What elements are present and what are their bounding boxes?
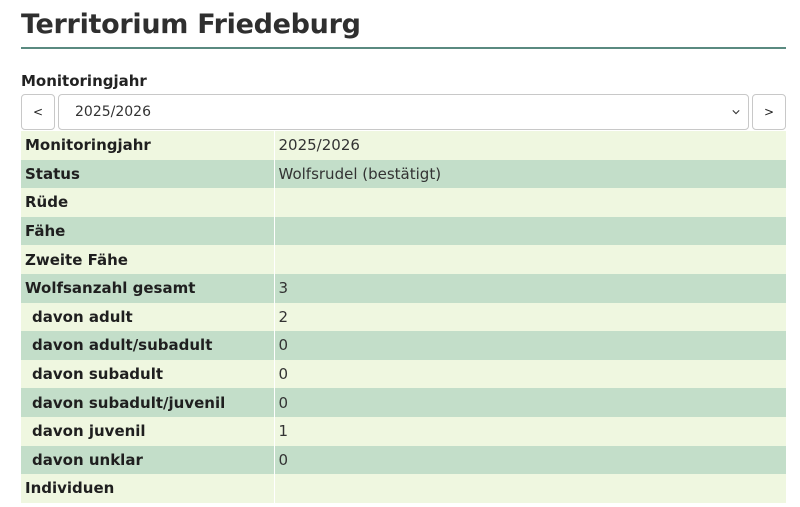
row-key: davon adult: [21, 302, 275, 332]
row-value: 0: [274, 445, 786, 475]
chevron-down-icon: [732, 110, 740, 115]
row-value: [274, 216, 786, 246]
row-key: davon subadult: [21, 359, 275, 389]
row-key: Wolfsanzahl gesamt: [21, 273, 275, 303]
row-value: [274, 188, 786, 217]
table-row: davon adult 2: [21, 302, 786, 332]
table-row: Status Wolfsrudel (bestätigt): [21, 159, 786, 189]
row-value: [274, 245, 786, 274]
table-row: davon juvenil 1: [21, 416, 786, 446]
table-row: davon subadult/juvenil 0: [21, 388, 786, 417]
row-key: Individuen: [21, 474, 275, 503]
previous-year-button[interactable]: <: [21, 94, 55, 130]
title-divider: [21, 47, 786, 49]
row-key: Status: [21, 159, 275, 189]
table-row: davon subadult 0: [21, 359, 786, 389]
row-key: davon juvenil: [21, 416, 275, 446]
row-key: Monitoringjahr: [21, 131, 275, 160]
row-key: davon subadult/juvenil: [21, 388, 275, 417]
row-key: Zweite Fähe: [21, 245, 275, 274]
table-row: Zweite Fähe: [21, 245, 786, 274]
year-navigation: < 2025/2026 >: [21, 94, 786, 130]
page-title: Territorium Friedeburg: [21, 9, 361, 40]
row-value: 3: [274, 273, 786, 303]
next-year-button[interactable]: >: [752, 94, 786, 130]
table-row: Rüde: [21, 188, 786, 217]
row-value: 2: [274, 302, 786, 332]
table-row: Wolfsanzahl gesamt 3: [21, 273, 786, 303]
row-value: [274, 474, 786, 503]
row-value: 0: [274, 331, 786, 360]
row-value: 0: [274, 359, 786, 389]
row-key: davon unklar: [21, 445, 275, 475]
year-select-value: 2025/2026: [75, 104, 151, 120]
table-row: Individuen: [21, 474, 786, 503]
territory-data-table: Monitoringjahr 2025/2026 Status Wolfsrud…: [21, 131, 786, 503]
row-key: Rüde: [21, 188, 275, 217]
year-select[interactable]: 2025/2026: [58, 94, 749, 130]
row-key: davon adult/subadult: [21, 331, 275, 360]
row-value: 1: [274, 416, 786, 446]
table-row: Monitoringjahr 2025/2026: [21, 131, 786, 160]
table-row: davon adult/subadult 0: [21, 331, 786, 360]
monitoring-year-label: Monitoringjahr: [21, 72, 147, 90]
table-row: Fähe: [21, 216, 786, 246]
row-value: Wolfsrudel (bestätigt): [274, 159, 786, 189]
row-key: Fähe: [21, 216, 275, 246]
table-row: davon unklar 0: [21, 445, 786, 475]
row-value: 2025/2026: [274, 131, 786, 160]
row-value: 0: [274, 388, 786, 417]
